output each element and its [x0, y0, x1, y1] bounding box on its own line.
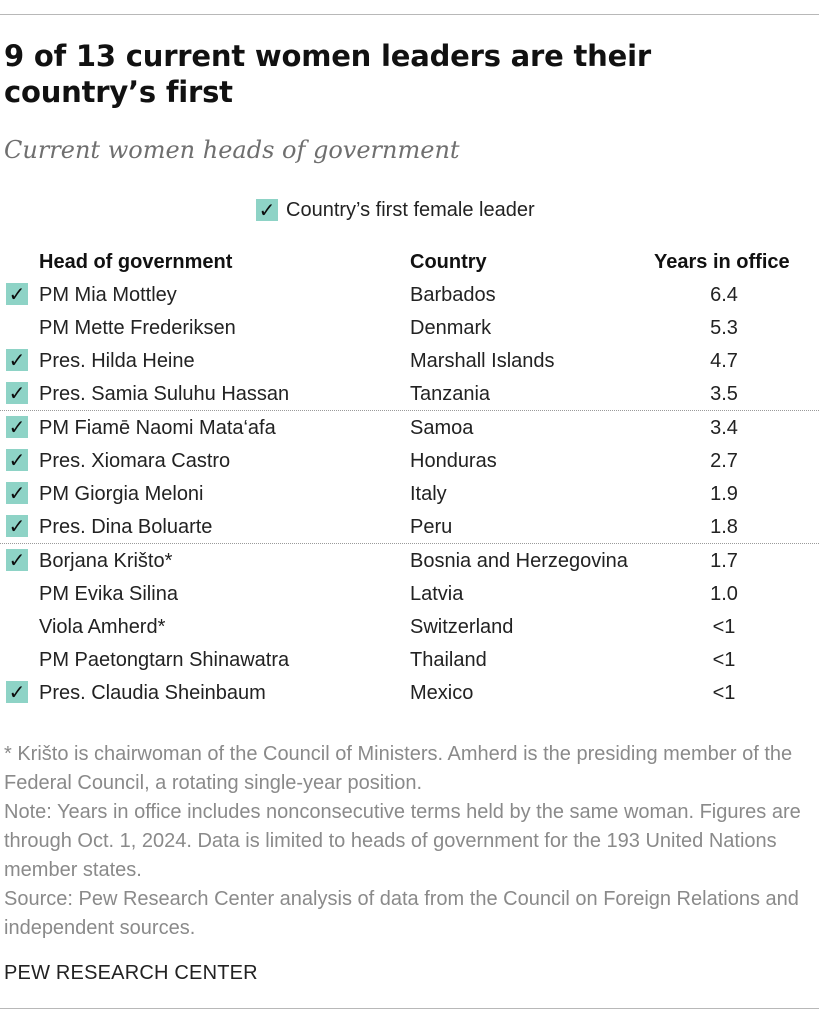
table-row: Viola Amherd* Switzerland <1 — [0, 610, 819, 643]
cell-head-of-government: Pres. Samia Suluhu Hassan — [39, 383, 290, 405]
table-body: ✓ PM Mia Mottley Barbados 6.4 PM Mette Frede… — [0, 278, 819, 709]
checkmark-icon: ✓ — [6, 382, 28, 404]
cell-head-of-government: PM Mia Mottley — [39, 284, 177, 306]
checkmark-icon: ✓ — [6, 416, 28, 438]
cell-head-of-government: Viola Amherd* — [39, 616, 166, 638]
checkmark-icon: ✓ — [6, 283, 28, 305]
source: Source: Pew Research Center analysis of … — [4, 888, 799, 939]
cell-head-of-government: Pres. Dina Boluarte — [39, 516, 213, 538]
checkmark-icon: ✓ — [6, 482, 28, 504]
top-rule — [0, 14, 819, 15]
leaders-table: Head of government Country Years in offi… — [0, 245, 819, 709]
cell-head-of-government: Borjana Krišto* — [39, 550, 173, 572]
table-row: ✓ Pres. Claudia Sheinbaum Mexico <1 — [0, 676, 819, 709]
cell-country: Denmark — [410, 317, 492, 339]
checkmark-icon: ✓ — [6, 515, 28, 537]
cell-head-of-government: Pres. Xiomara Castro — [39, 450, 231, 472]
table-row: ✓ Pres. Xiomara Castro Honduras 2.7 — [0, 444, 819, 477]
cell-years-in-office: 4.7 — [710, 350, 738, 372]
cell-years-in-office: 2.7 — [710, 450, 738, 472]
bottom-rule — [0, 1008, 819, 1009]
cell-country: Mexico — [410, 682, 474, 704]
legend-label: Country’s first female leader — [286, 198, 535, 221]
checkmark-icon: ✓ — [6, 349, 28, 371]
checkmark-icon: ✓ — [6, 449, 28, 471]
chart-title: 9 of 13 current women leaders are their … — [4, 39, 651, 109]
cell-country: Marshall Islands — [410, 350, 555, 372]
cell-country: Peru — [410, 516, 453, 538]
chart-subtitle: Current women heads of government — [4, 136, 460, 164]
cell-years-in-office: 6.4 — [710, 284, 738, 306]
cell-years-in-office: 3.4 — [710, 417, 738, 439]
cell-head-of-government: PM Giorgia Meloni — [39, 483, 204, 505]
cell-country: Italy — [410, 483, 447, 505]
checkmark-icon: ✓ — [256, 199, 278, 221]
cell-years-in-office: <1 — [712, 682, 736, 704]
table-row: ✓ PM Mia Mottley Barbados 6.4 — [0, 278, 819, 311]
cell-head-of-government: Pres. Claudia Sheinbaum — [39, 682, 266, 704]
cell-head-of-government: PM Mette Frederiksen — [39, 317, 236, 339]
note: Note: Years in office includes nonconsec… — [4, 801, 801, 881]
notes: * Krišto is chairwoman of the Council of… — [4, 740, 804, 943]
table-row: PM Paetongtarn Shinawatra Thailand <1 — [0, 643, 819, 676]
cell-years-in-office: <1 — [712, 616, 736, 638]
table-header: Head of government Country Years in offi… — [0, 245, 819, 278]
table-row: ✓ PM Giorgia Meloni Italy 1.9 — [0, 477, 819, 510]
header-years-in-office: Years in office — [654, 251, 790, 273]
cell-head-of-government: PM Paetongtarn Shinawatra — [39, 649, 290, 671]
cell-years-in-office: 1.0 — [710, 583, 738, 605]
cell-country: Tanzania — [410, 383, 491, 405]
cell-years-in-office: 1.9 — [710, 483, 738, 505]
table-row: PM Mette Frederiksen Denmark 5.3 — [0, 311, 819, 344]
cell-country: Thailand — [410, 649, 487, 671]
footnote: * Krišto is chairwoman of the Council of… — [4, 743, 793, 794]
cell-years-in-office: 3.5 — [710, 383, 738, 405]
cell-years-in-office: <1 — [712, 649, 736, 671]
cell-head-of-government: Pres. Hilda Heine — [39, 350, 195, 372]
cell-country: Latvia — [410, 583, 464, 605]
cell-country: Honduras — [410, 450, 497, 472]
cell-country: Barbados — [410, 284, 496, 306]
table-row: PM Evika Silina Latvia 1.0 — [0, 577, 819, 610]
checkmark-icon: ✓ — [6, 549, 28, 571]
cell-years-in-office: 1.7 — [710, 550, 738, 572]
checkmark-icon: ✓ — [6, 681, 28, 703]
cell-head-of-government: PM Fiamē Naomi Mata‘afa — [39, 417, 276, 439]
header-country: Country — [410, 251, 487, 273]
table-row: ✓ PM Fiamē Naomi Mata‘afa Samoa 3.4 — [0, 411, 819, 444]
cell-country: Switzerland — [410, 616, 514, 638]
table-row: ✓ Pres. Hilda Heine Marshall Islands 4.7 — [0, 344, 819, 377]
table-row: ✓ Pres. Samia Suluhu Hassan Tanzania 3.5 — [0, 377, 819, 411]
table-row: ✓ Borjana Krišto* Bosnia and Herzegovina 1.… — [0, 544, 819, 577]
header-head-of-government: Head of government — [39, 251, 233, 273]
cell-country: Bosnia and Herzegovina — [410, 550, 628, 572]
table-row: ✓ Pres. Dina Boluarte Peru 1.8 — [0, 510, 819, 544]
cell-years-in-office: 5.3 — [710, 317, 738, 339]
cell-years-in-office: 1.8 — [710, 516, 738, 538]
legend: ✓ Country’s first female leader — [256, 197, 535, 223]
brand-footer: PEW RESEARCH CENTER — [4, 962, 258, 984]
cell-head-of-government: PM Evika Silina — [39, 583, 178, 605]
cell-country: Samoa — [410, 417, 474, 439]
